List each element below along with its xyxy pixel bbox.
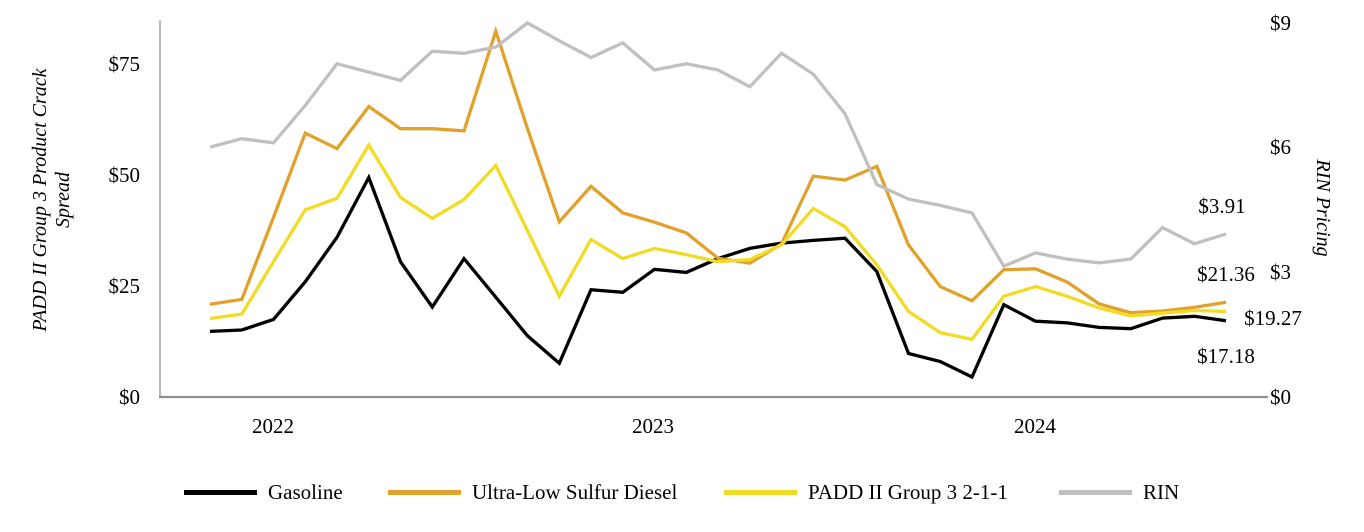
legend-label-ulsd: Ultra-Low Sulfur Diesel	[472, 480, 678, 504]
left-tick-0: $0	[119, 385, 140, 409]
x-tick-2024: 2024	[1014, 414, 1056, 438]
right-axis-title: RIN Pricing	[1312, 159, 1334, 257]
legend-label-padd211: PADD II Group 3 2-1-1	[808, 480, 1008, 504]
padd211-line-swatch	[724, 489, 797, 495]
legend-label-gasoline: Gasoline	[268, 480, 343, 504]
chart-legend: Gasoline Ultra-Low Sulfur Diesel PADD II…	[0, 479, 1364, 505]
end-label-padd211: $19.27	[1244, 306, 1302, 330]
left-axis-title-line1: PADD II Group 3 Product Crack	[29, 68, 51, 332]
right-tick-3: $3	[1270, 260, 1291, 284]
gasoline-line-swatch	[184, 489, 257, 495]
rin-line-swatch	[1059, 489, 1132, 495]
right-tick-6: $6	[1270, 135, 1291, 159]
right-tick-9: $9	[1270, 11, 1291, 35]
right-tick-0: $0	[1270, 385, 1291, 409]
left-tick-50: $50	[108, 163, 141, 187]
legend-item-ulsd: Ultra-Low Sulfur Diesel	[388, 479, 677, 505]
series-line-rin	[209, 20, 1227, 269]
legend-item-rin: RIN	[1059, 479, 1179, 505]
x-tick-2023: 2023	[632, 414, 674, 438]
legend-label-rin: RIN	[1143, 480, 1180, 504]
ulsd-line-swatch	[388, 489, 461, 495]
x-tick-2022: 2022	[252, 414, 294, 438]
legend-item-padd211: PADD II Group 3 2-1-1	[724, 479, 1008, 505]
series-line-gasoline	[209, 173, 1227, 380]
legend-item-gasoline: Gasoline	[184, 479, 343, 505]
series-line-ultra-low-sulfur-diesel	[209, 25, 1227, 315]
left-tick-75: $75	[108, 52, 141, 76]
end-label-gasoline: $17.18	[1197, 344, 1255, 368]
end-label-rin: $3.91	[1198, 194, 1246, 218]
end-label-ulsd: $21.36	[1197, 262, 1255, 286]
left-tick-25: $25	[108, 274, 141, 298]
series-line-padd-ii-group-3-2-1-1	[209, 141, 1227, 342]
